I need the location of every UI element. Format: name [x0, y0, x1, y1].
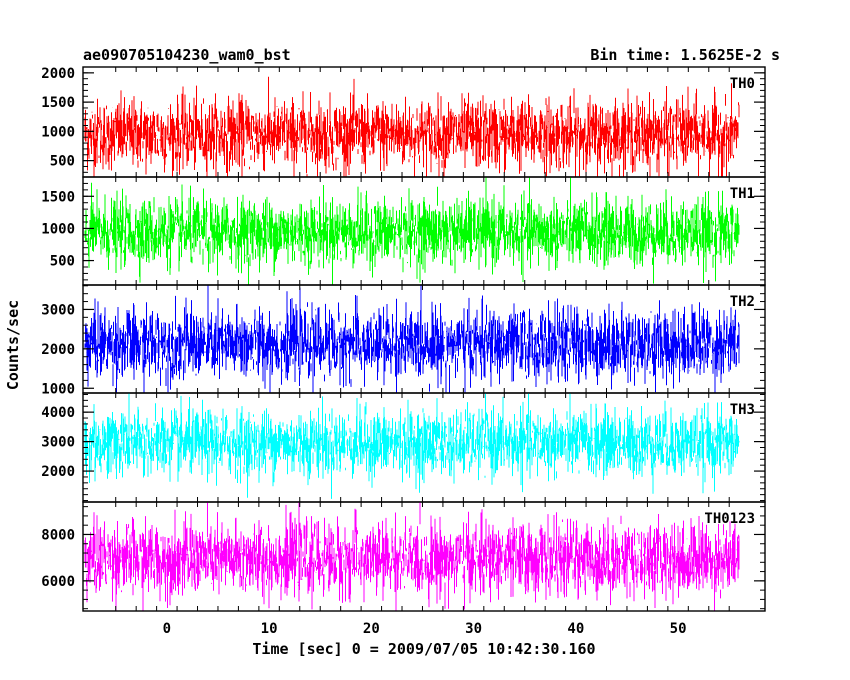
y-tick-label: 4000 [41, 405, 75, 421]
x-tick-label: 10 [261, 621, 278, 637]
panel-label: TH0123 [704, 511, 755, 527]
y-tick-label: 1500 [41, 95, 75, 111]
y-axis-label: Counts/sec [4, 300, 22, 390]
x-tick-label: 30 [465, 621, 482, 637]
series-th0 [84, 76, 740, 177]
series-th2 [84, 285, 740, 393]
y-tick-label: 2000 [41, 342, 75, 358]
panel-label: TH2 [730, 294, 755, 310]
header-left-title: ae090705104230_wam0_bst [83, 46, 291, 64]
y-tick-label: 1500 [41, 189, 75, 205]
y-tick-label: 500 [50, 254, 75, 270]
y-tick-label: 6000 [41, 574, 75, 590]
x-axis-label: Time [sec] 0 = 2009/07/05 10:42:30.160 [252, 640, 595, 658]
y-tick-label: 1000 [41, 221, 75, 237]
y-tick-label: 3000 [41, 435, 75, 451]
y-tick-label: 1000 [41, 381, 75, 397]
series-th1 [84, 177, 740, 285]
panel-label: TH0 [730, 76, 755, 92]
panel-label: TH1 [730, 186, 755, 202]
x-tick-label: 20 [363, 621, 380, 637]
y-tick-label: 1000 [41, 124, 75, 140]
x-tick-label: 0 [163, 621, 171, 637]
panel-th0: 500 1000 1500 2000 TH0 [41, 66, 766, 178]
series-th3 [84, 393, 740, 499]
y-tick-label: 8000 [41, 527, 75, 543]
x-tick-label: 40 [567, 621, 584, 637]
panel-label: TH3 [730, 402, 755, 418]
x-tick-label: 50 [670, 621, 687, 637]
header-right-bin-time: Bin time: 1.5625E-2 s [590, 46, 780, 64]
series-th0123 [84, 502, 740, 611]
panel-th1: 500 1000 1500 TH1 [41, 176, 766, 286]
y-tick-label: 2000 [41, 464, 75, 480]
panel-th3: 2000 3000 4000 TH3 [41, 392, 766, 503]
panel-th0123: 6000 8000 TH0123 [41, 501, 766, 612]
panel-th2: 1000 2000 3000 TH2 [41, 284, 766, 397]
y-tick-label: 2000 [41, 66, 75, 82]
y-tick-label: 3000 [41, 302, 75, 318]
panel-frame [82, 501, 766, 612]
y-tick-label: 500 [50, 154, 75, 170]
